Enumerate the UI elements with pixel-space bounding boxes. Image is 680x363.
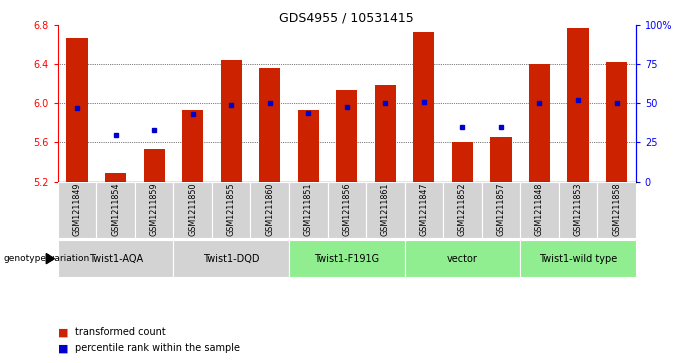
Text: vector: vector [447,254,478,264]
Bar [220,60,242,182]
Bar [336,90,358,182]
Bar [105,173,126,182]
Bar [67,38,88,182]
Bar [481,182,520,238]
Bar [173,182,212,238]
Bar [58,240,173,277]
Bar [520,240,636,277]
Bar [289,182,328,238]
Text: GSM1211856: GSM1211856 [342,183,352,236]
Bar [375,85,396,182]
Bar [366,182,405,238]
Text: Twist1-AQA: Twist1-AQA [88,254,143,264]
Text: GSM1211861: GSM1211861 [381,183,390,236]
Text: GSM1211858: GSM1211858 [612,183,621,236]
Text: GSM1211849: GSM1211849 [73,183,82,236]
Text: Twist1-F191G: Twist1-F191G [314,254,379,264]
Bar [173,240,289,277]
Text: GSM1211859: GSM1211859 [150,183,158,236]
Bar [97,182,135,238]
Text: GSM1211847: GSM1211847 [420,183,428,236]
Text: Twist1-DQD: Twist1-DQD [203,254,260,264]
Bar [298,110,319,182]
Bar [452,142,473,182]
Text: GSM1211850: GSM1211850 [188,183,197,236]
Bar [405,182,443,238]
Text: GSM1211848: GSM1211848 [535,183,544,236]
Text: transformed count: transformed count [75,327,165,337]
Bar [567,28,589,182]
Text: GSM1211855: GSM1211855 [226,183,236,236]
Text: Twist1-wild type: Twist1-wild type [539,254,617,264]
Bar [443,182,481,238]
Bar [405,240,520,277]
Bar [328,182,366,238]
Bar [135,182,173,238]
Bar [212,182,250,238]
Bar [143,149,165,182]
Text: GSM1211851: GSM1211851 [304,183,313,236]
Text: genotype/variation: genotype/variation [3,254,90,263]
Bar [250,182,289,238]
Bar [559,182,597,238]
Title: GDS4955 / 10531415: GDS4955 / 10531415 [279,11,414,24]
Bar [182,110,203,182]
Text: GSM1211852: GSM1211852 [458,183,467,236]
Text: GSM1211860: GSM1211860 [265,183,274,236]
Bar [259,68,280,182]
Bar [58,182,97,238]
Text: GSM1211853: GSM1211853 [573,183,583,236]
Text: ■: ■ [58,343,68,354]
Bar [597,182,636,238]
Bar [413,32,435,182]
Bar [606,61,627,182]
Text: ■: ■ [58,327,68,337]
Bar [490,136,511,182]
Polygon shape [46,253,54,264]
Text: GSM1211854: GSM1211854 [111,183,120,236]
Text: percentile rank within the sample: percentile rank within the sample [75,343,240,354]
Bar [529,65,550,182]
Bar [520,182,559,238]
Bar [289,240,405,277]
Text: GSM1211857: GSM1211857 [496,183,505,236]
